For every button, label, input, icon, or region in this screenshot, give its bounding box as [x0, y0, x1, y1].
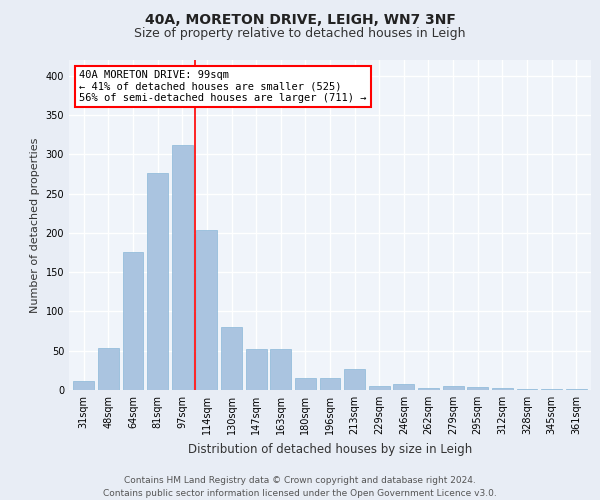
Bar	[369, 386, 390, 390]
Text: 40A MORETON DRIVE: 99sqm
← 41% of detached houses are smaller (525)
56% of semi-: 40A MORETON DRIVE: 99sqm ← 41% of detach…	[79, 70, 367, 103]
Bar	[172, 145, 193, 390]
Bar	[467, 387, 488, 390]
Bar	[73, 380, 94, 390]
Bar	[344, 369, 365, 390]
Bar	[418, 388, 439, 390]
Bar	[221, 327, 242, 390]
Bar	[196, 230, 217, 390]
Bar	[541, 389, 562, 390]
Bar	[443, 386, 464, 390]
Bar	[295, 378, 316, 390]
Bar	[394, 384, 415, 390]
Y-axis label: Number of detached properties: Number of detached properties	[30, 138, 40, 312]
Text: Contains HM Land Registry data © Crown copyright and database right 2024.
Contai: Contains HM Land Registry data © Crown c…	[103, 476, 497, 498]
Text: 40A, MORETON DRIVE, LEIGH, WN7 3NF: 40A, MORETON DRIVE, LEIGH, WN7 3NF	[145, 12, 455, 26]
Bar	[122, 252, 143, 390]
Bar	[320, 378, 340, 390]
Bar	[517, 389, 538, 390]
Bar	[566, 389, 587, 390]
Text: Size of property relative to detached houses in Leigh: Size of property relative to detached ho…	[134, 28, 466, 40]
Bar	[492, 388, 513, 390]
Bar	[245, 349, 266, 390]
Bar	[147, 173, 168, 390]
Bar	[98, 348, 119, 390]
X-axis label: Distribution of detached houses by size in Leigh: Distribution of detached houses by size …	[188, 442, 472, 456]
Bar	[270, 349, 291, 390]
